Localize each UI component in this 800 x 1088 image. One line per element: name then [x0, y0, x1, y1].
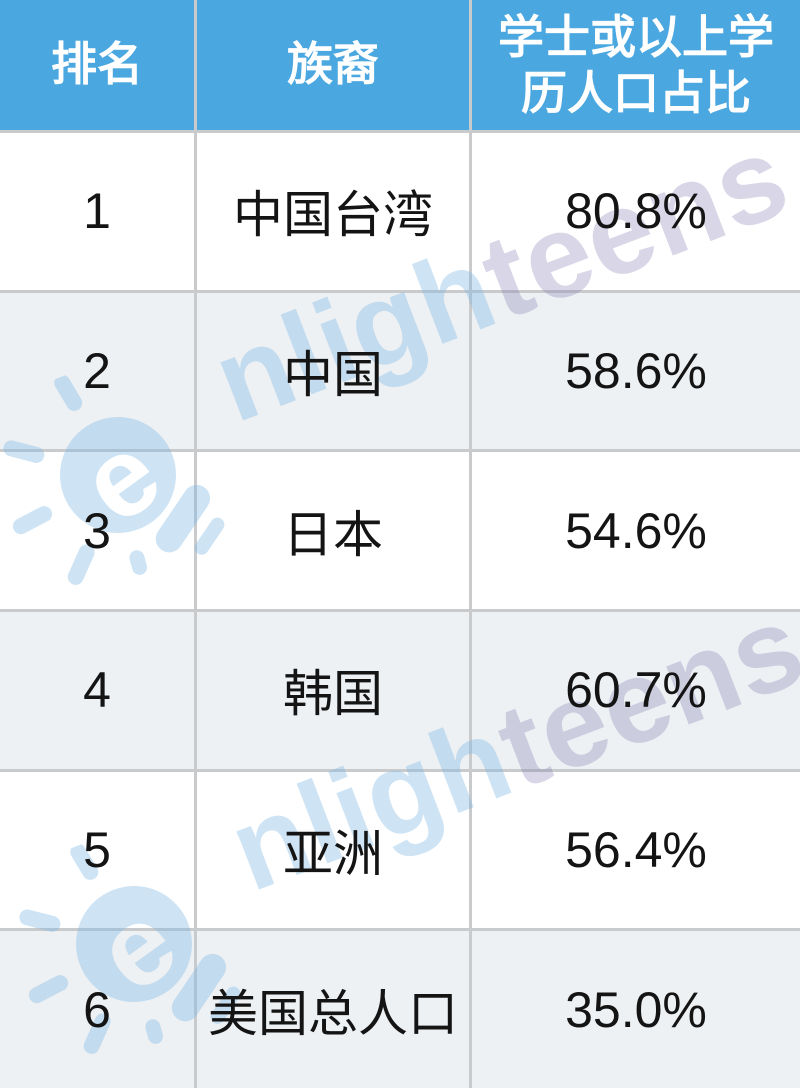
table-row-2-rank: 2: [0, 292, 194, 450]
header-percentage-label: 学士或以上学 历人口占比: [498, 10, 774, 119]
table-row-1-group: 中国台湾: [197, 133, 469, 290]
header-ethnicity-label: 族裔: [287, 38, 379, 91]
table-row-4-value: 60.7%: [472, 612, 800, 769]
header-cell-percentage: 学士或以上学 历人口占比: [472, 0, 800, 130]
table-row-3-rank: 3: [0, 452, 194, 609]
header-cell-ethnicity: 族裔: [197, 0, 469, 130]
table-row-4-rank: 4: [0, 612, 194, 769]
table-row-1-rank: 1: [0, 133, 194, 290]
table-row-5-rank: 5: [0, 771, 194, 929]
table-row-2-group: 中国: [197, 292, 469, 450]
table-row-3-group: 日本: [197, 452, 469, 609]
table-row-6-group: 美国总人口: [197, 931, 469, 1088]
header-cell-rank: 排名: [0, 0, 194, 130]
table-row-4-group: 韩国: [197, 612, 469, 769]
table-row-3-value: 54.6%: [472, 452, 800, 609]
table-row-5-group: 亚洲: [197, 771, 469, 929]
header-rank-label: 排名: [51, 38, 143, 91]
table-row-5-value: 56.4%: [472, 771, 800, 929]
table-row-6-rank: 6: [0, 931, 194, 1088]
table-row-2-value: 58.6%: [472, 292, 800, 450]
table-row-6-value: 35.0%: [472, 931, 800, 1088]
table-row-1-value: 80.8%: [472, 133, 800, 290]
